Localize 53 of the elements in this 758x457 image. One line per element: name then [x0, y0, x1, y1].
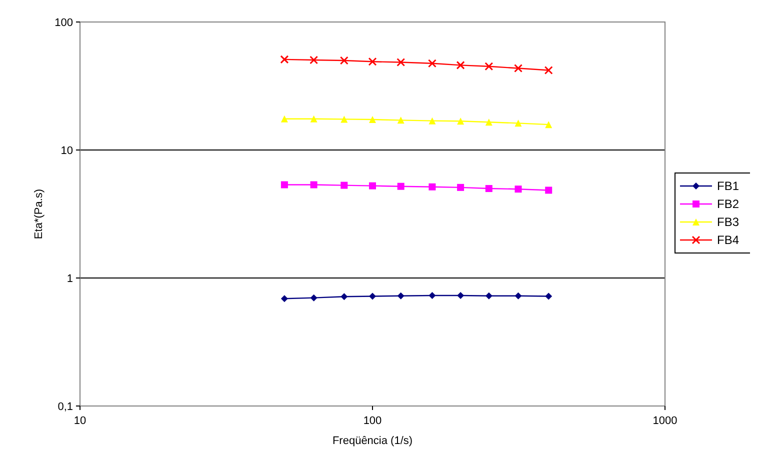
point: [397, 182, 404, 190]
y-tick-label: 0,1: [58, 401, 73, 413]
x-tick-label: 100: [363, 415, 382, 427]
point: [280, 295, 288, 302]
point: [369, 116, 376, 124]
point: [428, 292, 436, 299]
point: [514, 186, 522, 193]
point: [396, 58, 406, 66]
point: [310, 181, 318, 188]
point: [545, 121, 552, 128]
point: [397, 116, 404, 124]
point: [457, 292, 464, 299]
point: [428, 117, 436, 124]
point: [340, 293, 348, 300]
point: [456, 60, 465, 70]
point: [310, 294, 318, 302]
legend-label: FB3: [717, 215, 740, 229]
legend-label: FB1: [717, 179, 740, 193]
point: [514, 64, 523, 73]
point: [340, 116, 348, 123]
point: [397, 292, 404, 300]
point: [457, 118, 464, 125]
point: [428, 59, 436, 68]
point: [514, 120, 522, 127]
legend-label: FB2: [717, 197, 740, 211]
point: [369, 292, 376, 300]
point: [544, 66, 553, 74]
point: [368, 57, 377, 66]
y-tick-label: 100: [54, 17, 73, 29]
point: [484, 62, 494, 71]
y-axis-title: Eta*(Pa.s): [33, 188, 45, 240]
point: [340, 182, 348, 189]
point: [485, 118, 492, 126]
point: [369, 182, 376, 190]
point: [310, 56, 318, 64]
point: [340, 56, 348, 65]
point: [280, 55, 289, 64]
y-tick-label: 10: [60, 145, 73, 157]
point: [310, 115, 318, 122]
point: [545, 292, 552, 300]
point: [545, 186, 552, 194]
point: [280, 115, 288, 122]
y-tick-label: 1: [66, 273, 73, 285]
x-axis-title: Freqüência (1/s): [332, 435, 413, 447]
point: [514, 292, 522, 300]
point: [485, 185, 492, 192]
point: [485, 292, 492, 300]
point: [428, 183, 436, 190]
x-tick-label: 10: [74, 415, 86, 427]
x-tick-label: 1000: [652, 415, 678, 427]
legend-label: FB4: [717, 233, 740, 247]
point: [457, 184, 464, 191]
point: [280, 181, 288, 188]
